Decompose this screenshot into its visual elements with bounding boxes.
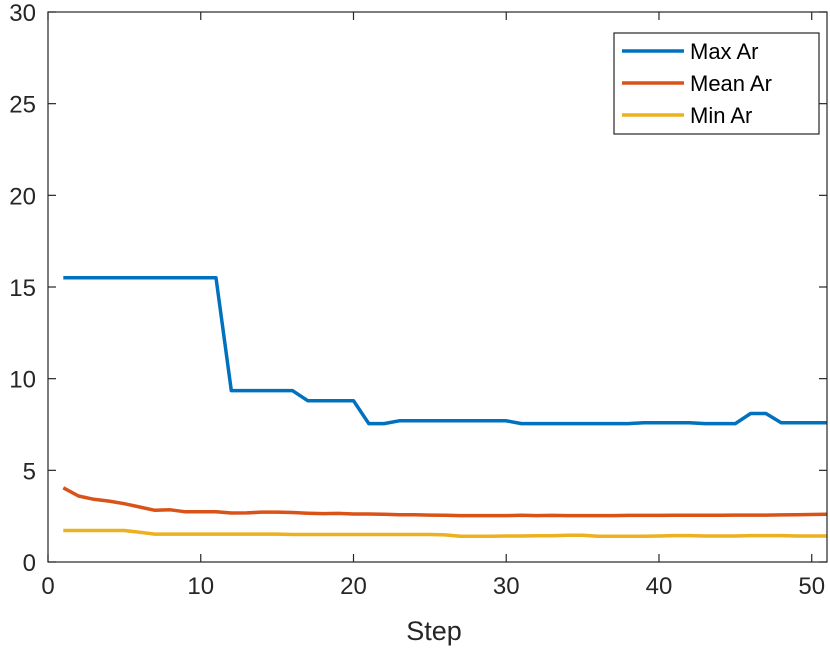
x-tick-label: 40 [646, 573, 673, 600]
y-tick-label: 20 [9, 183, 36, 210]
x-tick-label: 20 [340, 573, 367, 600]
x-tick-label: 50 [798, 573, 825, 600]
y-tick-label: 0 [23, 550, 36, 577]
legend-label-0: Max Ar [690, 39, 758, 64]
y-tick-label: 15 [9, 275, 36, 302]
series-line-1 [62, 486, 828, 518]
x-tick-label: 0 [41, 573, 54, 600]
legend-label-1: Mean Ar [690, 71, 772, 96]
y-tick-label: 25 [9, 92, 36, 119]
y-tick-label: 10 [9, 367, 36, 394]
series-line-0 [63, 276, 827, 426]
x-tick-label: 30 [493, 573, 520, 600]
y-tick-label: 5 [23, 458, 36, 485]
x-axis-label: Step [406, 616, 462, 646]
x-tick-label: 10 [187, 573, 214, 600]
series-layer [62, 276, 828, 539]
legend-label-2: Min Ar [690, 103, 752, 128]
series-line-2 [63, 528, 827, 539]
axes-layer: 0 10 20 30 40 50 0 5 10 15 20 25 30 [9, 0, 828, 600]
legend: Max Ar Mean Ar Min Ar [613, 32, 820, 135]
y-tick-label: 30 [9, 0, 36, 27]
